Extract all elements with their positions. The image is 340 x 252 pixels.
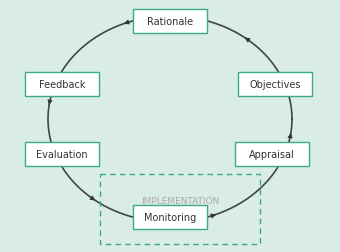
FancyBboxPatch shape	[235, 142, 309, 166]
FancyBboxPatch shape	[25, 73, 99, 97]
Text: Objectives: Objectives	[249, 80, 301, 90]
Bar	[100, 174, 260, 244]
Text: Evaluation: Evaluation	[36, 149, 88, 159]
FancyBboxPatch shape	[133, 205, 207, 229]
Text: Feedback: Feedback	[39, 80, 85, 90]
Text: Appraisal: Appraisal	[249, 149, 295, 159]
Text: IMPLEMENTATION: IMPLEMENTATION	[141, 196, 219, 205]
FancyBboxPatch shape	[133, 10, 207, 34]
FancyBboxPatch shape	[25, 142, 99, 166]
Text: Rationale: Rationale	[147, 17, 193, 27]
FancyBboxPatch shape	[238, 73, 312, 97]
Text: Monitoring: Monitoring	[144, 212, 196, 222]
